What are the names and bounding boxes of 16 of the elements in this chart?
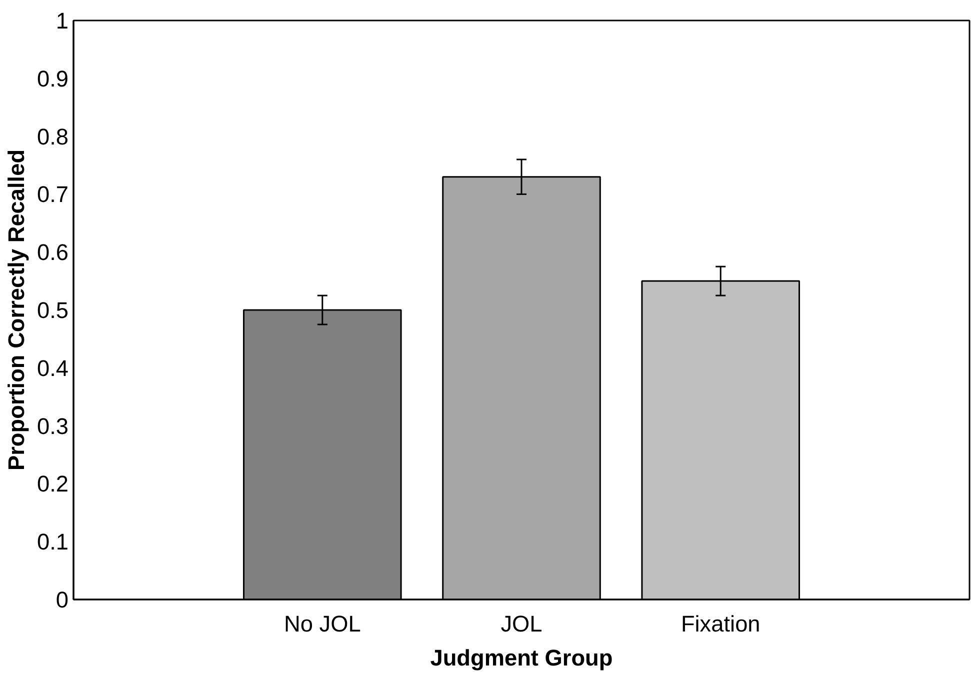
- y-tick-label: 0.8: [37, 123, 69, 150]
- x-axis-title: Judgment Group: [430, 644, 613, 670]
- y-tick-label: 0.7: [37, 181, 69, 208]
- y-tick-label: 0.1: [37, 528, 69, 555]
- y-tick-label: 0.6: [37, 239, 69, 266]
- x-tick-label: No JOL: [284, 610, 361, 636]
- y-tick-label: 0.4: [37, 354, 69, 381]
- y-tick-label: 0.9: [37, 65, 69, 92]
- y-tick-label: 1: [56, 8, 69, 34]
- y-tick-label: 0: [56, 586, 69, 612]
- x-tick-label: Fixation: [680, 610, 760, 636]
- y-tick-label: 0.5: [37, 297, 69, 323]
- y-tick-label: 0.3: [37, 412, 69, 439]
- x-tick-label: JOL: [500, 610, 542, 636]
- y-tick-label: 0.2: [37, 470, 69, 497]
- y-axis-title: Proportion Correctly Recalled: [3, 149, 30, 471]
